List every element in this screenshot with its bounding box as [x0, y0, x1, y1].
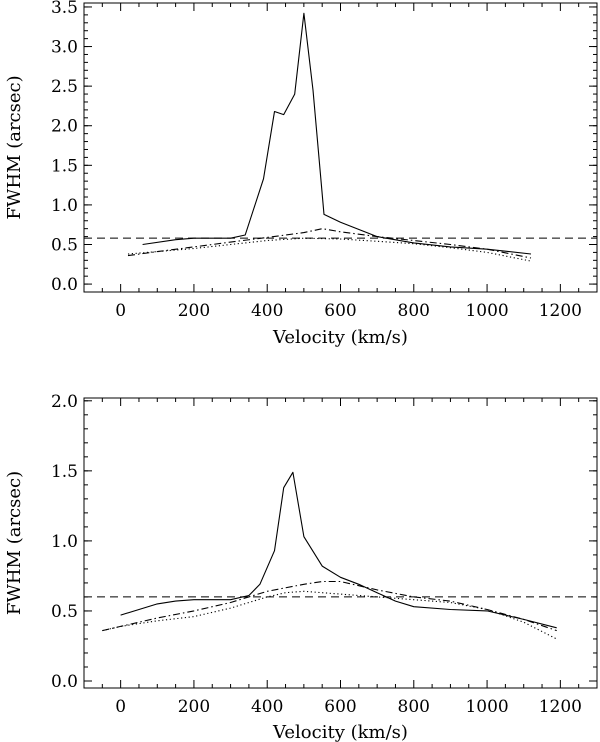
- y-tick-label: 3.0: [51, 38, 78, 58]
- x-tick-label: 200: [178, 301, 210, 321]
- chart-panel-2: 0 200 400 600 800 1000 1200 0.0 0.5 1.0 1.5 2.0 Velo…: [4, 392, 598, 742]
- plot-frame: [83, 397, 598, 689]
- y-tick-label: 1.0: [51, 196, 78, 216]
- x-tick-label: 800: [398, 697, 430, 717]
- x-axis-title: Velocity (km/s): [272, 722, 408, 742]
- y-tick-label: 1.0: [51, 532, 78, 552]
- y-tick-label: 0.0: [51, 672, 78, 692]
- x-tick-label: 0: [115, 697, 126, 717]
- y-tick-label: 2.0: [51, 117, 78, 137]
- series-solid-line: [120, 471, 557, 629]
- x-tick-label: 1000: [465, 697, 508, 717]
- y-tick-label: 0.5: [51, 235, 78, 255]
- y-tick-label: 1.5: [51, 156, 78, 176]
- y-tick-label: 2.0: [51, 392, 78, 412]
- y-tick-label: 0.5: [51, 602, 78, 622]
- x-tick-label: 400: [251, 697, 283, 717]
- series-dash-dot-line: [127, 228, 532, 259]
- x-tick-label: 400: [251, 301, 283, 321]
- y-tick-label: 2.5: [51, 77, 78, 97]
- series-solid-line: [142, 12, 532, 255]
- x-tick-label: 1000: [465, 301, 508, 321]
- y-tick-label: 0.0: [51, 275, 78, 295]
- x-tick-label: 600: [324, 301, 356, 321]
- plot-frame: [83, 2, 598, 293]
- series-dotted-line: [127, 237, 532, 262]
- x-tick-label: 1200: [539, 697, 582, 717]
- chart-panel-1: 0 200 400 600 800 1000 1200 0.0 0.5 1.0 1.5 2.0 2.5 3…: [4, 0, 598, 348]
- x-axis-title: Velocity (km/s): [272, 327, 408, 348]
- y-axis-title: FWHM (arcsec): [4, 471, 25, 615]
- series-dotted-line: [102, 590, 557, 640]
- x-tick-label: 0: [115, 301, 126, 321]
- x-tick-label: 600: [324, 697, 356, 717]
- series-dash-dot-line: [102, 580, 557, 632]
- x-tick-label: 800: [398, 301, 430, 321]
- y-tick-label: 3.5: [51, 0, 78, 18]
- y-tick-label: 1.5: [51, 462, 78, 482]
- x-tick-label: 1200: [539, 301, 582, 321]
- y-axis-title: FWHM (arcsec): [4, 75, 25, 219]
- x-tick-label: 200: [178, 697, 210, 717]
